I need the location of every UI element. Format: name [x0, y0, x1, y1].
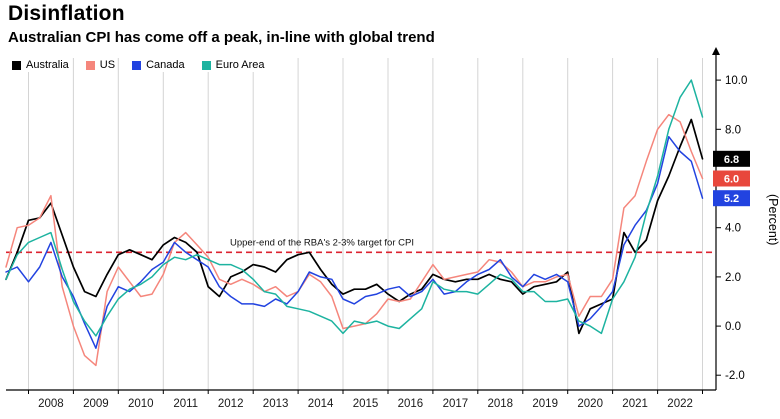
- legend-item-australia: Australia: [10, 58, 71, 72]
- legend-swatch-us: [85, 60, 95, 70]
- end-value-label-us: 6.0: [724, 174, 739, 186]
- legend-item-canada: Canada: [130, 58, 187, 72]
- x-tick-label-2008: 2008: [38, 398, 64, 410]
- x-tick-label-2012: 2012: [218, 398, 244, 410]
- y-tick-label-10.0: 10.0: [725, 75, 747, 87]
- legend-label-euro-area: Euro Area: [215, 59, 265, 71]
- y-tick-label--2.0: -2.0: [725, 370, 745, 382]
- x-tick-label-2014: 2014: [308, 398, 334, 410]
- x-tick-label-2017: 2017: [443, 398, 469, 410]
- x-tick-label-2011: 2011: [173, 398, 198, 410]
- x-tick-label-2019: 2019: [532, 398, 558, 410]
- x-tick-label-2013: 2013: [263, 398, 289, 410]
- legend-item-euro-area: Euro Area: [199, 58, 267, 72]
- y-axis-title: (Percent): [766, 194, 780, 245]
- x-tick-label-2010: 2010: [128, 398, 154, 410]
- legend-swatch-euro-area: [201, 60, 211, 70]
- x-tick-label-2018: 2018: [488, 398, 514, 410]
- x-tick-label-2009: 2009: [83, 398, 109, 410]
- x-tick-label-2022: 2022: [667, 398, 693, 410]
- x-tick-label-2016: 2016: [398, 398, 424, 410]
- legend-label-canada: Canada: [146, 59, 185, 71]
- legend-swatch-australia: [12, 60, 21, 70]
- y-tick-label-8.0: 8.0: [725, 124, 741, 136]
- end-value-badge-australia: [713, 150, 750, 167]
- series-line-australia: [5, 118, 704, 335]
- legend-label-us: US: [99, 59, 116, 71]
- end-value-badge-canada: [713, 190, 750, 207]
- end-value-label-australia: 6.8: [724, 154, 739, 166]
- series-line-euro-area: [5, 79, 704, 337]
- y-tick-label-2.0: 2.0: [725, 272, 741, 284]
- end-value-badge-us: [713, 170, 750, 187]
- chart-subtitle: Australian CPI has come off a peak, in-l…: [8, 29, 435, 46]
- end-value-label-canada: 5.2: [724, 193, 739, 205]
- x-tick-label-2020: 2020: [577, 398, 603, 410]
- chart-title: Disinflation: [8, 2, 125, 25]
- rba-target-annotation: Upper-end of the RBA's 2-3% target for C…: [230, 237, 414, 248]
- series-line-us: [5, 113, 704, 367]
- series-line-canada: [5, 135, 704, 349]
- y-tick-label-0.0: 0.0: [725, 321, 741, 333]
- y-tick-label-4.0: 4.0: [725, 223, 741, 235]
- x-tick-label-2021: 2021: [622, 398, 648, 410]
- legend-swatch-canada: [132, 60, 142, 70]
- x-tick-label-2015: 2015: [353, 398, 379, 410]
- legend-item-us: US: [83, 58, 118, 72]
- y-axis-arrow-icon: [712, 47, 720, 55]
- legend-label-australia: Australia: [26, 59, 69, 71]
- chart-legend: Australia US Canada Euro Area: [10, 58, 267, 72]
